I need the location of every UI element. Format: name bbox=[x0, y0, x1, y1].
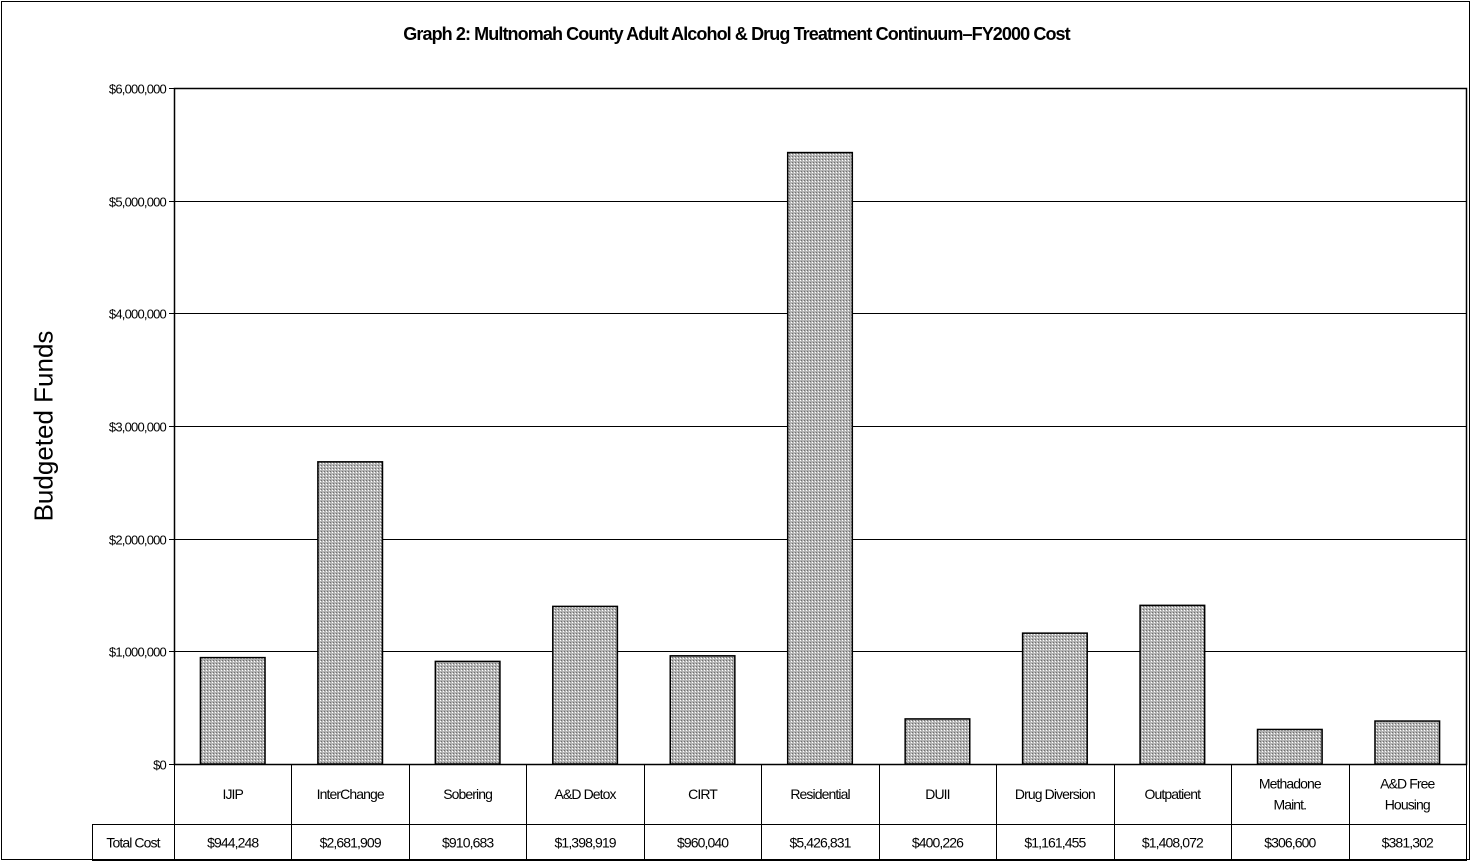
bar bbox=[1256, 728, 1323, 765]
y-tick-label: $4,000,000 bbox=[109, 307, 167, 322]
x-tick-label: Maint. bbox=[1273, 797, 1306, 813]
x-tick-label: Sobering bbox=[443, 786, 492, 802]
x-tick-label: Drug Diversion bbox=[1015, 786, 1095, 802]
bar bbox=[552, 605, 619, 765]
x-tick-label: A&D Free bbox=[1380, 776, 1435, 792]
x-tick-label: Residential bbox=[790, 786, 850, 802]
y-tick-label: $6,000,000 bbox=[109, 82, 167, 97]
data-label: $400,226 bbox=[912, 835, 964, 851]
x-tick-label: Methadone bbox=[1259, 776, 1322, 792]
data-label: $1,408,072 bbox=[1142, 835, 1204, 851]
x-tick-label: CIRT bbox=[688, 786, 718, 802]
bar bbox=[1374, 720, 1441, 765]
bar bbox=[904, 718, 971, 765]
y-tick-label: $3,000,000 bbox=[109, 420, 167, 435]
data-label: $5,426,831 bbox=[789, 835, 851, 851]
data-label: $381,302 bbox=[1382, 835, 1434, 851]
bar bbox=[199, 656, 266, 765]
x-tick-label: InterChange bbox=[317, 786, 385, 802]
legend-label: Total Cost bbox=[106, 835, 160, 851]
data-label: $960,040 bbox=[677, 835, 729, 851]
data-label: $2,681,909 bbox=[320, 835, 382, 851]
x-tick-label: Outpatient bbox=[1145, 786, 1202, 802]
x-tick-label: Housing bbox=[1385, 797, 1430, 813]
y-tick-label: $2,000,000 bbox=[109, 533, 167, 548]
x-tick-label: A&D Detox bbox=[555, 786, 617, 802]
chart-title: Graph 2: Multnomah County Adult Alcohol … bbox=[403, 24, 1070, 44]
data-label: $910,683 bbox=[442, 835, 494, 851]
y-tick-label: $0 bbox=[153, 758, 166, 773]
x-tick-label: IJIP bbox=[222, 786, 243, 802]
y-tick-label: $5,000,000 bbox=[109, 195, 167, 210]
data-label: $944,248 bbox=[207, 835, 259, 851]
data-label: $306,600 bbox=[1264, 835, 1316, 851]
bar bbox=[1021, 632, 1088, 765]
bar bbox=[669, 655, 736, 765]
y-tick-label: $1,000,000 bbox=[109, 645, 167, 660]
data-label: $1,161,455 bbox=[1024, 835, 1086, 851]
bar bbox=[317, 461, 384, 765]
bar bbox=[434, 660, 501, 765]
bar bbox=[786, 151, 854, 765]
bar bbox=[1139, 604, 1206, 765]
data-label: $1,398,919 bbox=[555, 835, 617, 851]
x-tick-label: DUII bbox=[925, 786, 949, 802]
